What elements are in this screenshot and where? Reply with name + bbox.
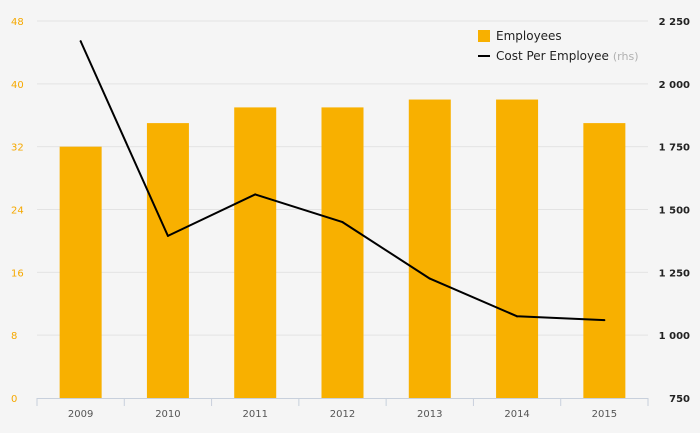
- x-tick-label: 2011: [242, 409, 267, 420]
- line-point: [79, 40, 82, 43]
- right-tick-label: 750: [669, 394, 690, 405]
- legend-label-employees: Employees: [496, 29, 562, 43]
- left-tick-label: 40: [11, 80, 24, 91]
- bar: [321, 107, 364, 398]
- bar: [408, 99, 451, 399]
- bar: [496, 99, 539, 399]
- left-tick-label: 48: [11, 17, 24, 28]
- left-tick-label: 8: [11, 331, 17, 342]
- x-tick-label: 2015: [592, 409, 617, 420]
- line-point: [516, 315, 519, 318]
- bar: [234, 107, 277, 398]
- legend: Employees Cost Per Employee (rhs): [478, 29, 639, 63]
- x-tick-label: 2009: [68, 409, 93, 420]
- legend-swatch-employees: [478, 30, 490, 42]
- line-point: [341, 221, 344, 224]
- left-tick-label: 0: [11, 394, 17, 405]
- bar: [146, 123, 189, 399]
- right-tick-label: 2 000: [659, 80, 690, 91]
- x-tick-label: 2012: [330, 409, 355, 420]
- right-tick-label: 1 500: [659, 206, 690, 217]
- bar: [59, 146, 102, 398]
- bar: [583, 123, 626, 399]
- right-tick-label: 1 250: [659, 268, 690, 279]
- left-y-axis: 0 8 16 24 32 40 48: [11, 17, 24, 405]
- left-tick-label: 24: [11, 206, 24, 217]
- legend-label-cost-per-employee: Cost Per Employee (rhs): [496, 49, 639, 63]
- x-tick-label: 2010: [155, 409, 180, 420]
- legend-series-name: Cost Per Employee: [496, 49, 609, 63]
- legend-rhs-note: (rhs): [613, 50, 639, 63]
- line-point: [166, 234, 169, 237]
- x-tick-label: 2014: [504, 409, 529, 420]
- bar-series-employees: [59, 99, 626, 399]
- line-point: [254, 193, 257, 196]
- left-tick-label: 32: [11, 143, 24, 154]
- right-tick-label: 1 750: [659, 143, 690, 154]
- line-point: [603, 319, 606, 322]
- right-y-axis: 750 1 000 1 250 1 500 1 750 2 000 2 250: [659, 17, 690, 405]
- x-tick-label: 2013: [417, 409, 442, 420]
- line-series-cost-per-employee: [79, 40, 606, 322]
- right-tick-label: 2 250: [659, 17, 690, 28]
- line-point: [428, 277, 431, 280]
- x-axis: 2009 2010 2011 2012 2013 2014 2015: [36, 398, 649, 420]
- left-tick-label: 16: [11, 268, 24, 279]
- right-tick-label: 1 000: [659, 331, 690, 342]
